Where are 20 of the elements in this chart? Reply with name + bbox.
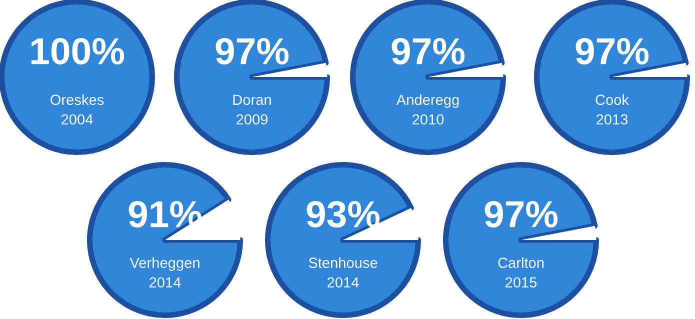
text: 2009: [236, 114, 268, 125]
text: Anderegg: [396, 94, 459, 108]
text: 2014: [150, 277, 181, 288]
text: Carlton: [498, 257, 544, 268]
data-label: 97%: [216, 38, 289, 64]
text: Stenhouse: [308, 257, 378, 268]
text: 2010: [412, 114, 444, 125]
data-label: 97%: [576, 38, 649, 64]
data-label: 100%: [31, 38, 124, 64]
data-label: 97%: [392, 38, 465, 64]
text: 2015: [506, 277, 537, 288]
text: 2013: [596, 114, 628, 125]
text: 2014: [328, 277, 359, 288]
text: Cook: [596, 94, 630, 105]
text: Doran: [233, 94, 271, 105]
data-label: 93%: [306, 200, 380, 228]
text: Verheggen: [130, 257, 200, 271]
data-label: 97%: [484, 200, 558, 228]
text: 2004: [62, 114, 93, 125]
text: Oreskes: [50, 94, 104, 105]
